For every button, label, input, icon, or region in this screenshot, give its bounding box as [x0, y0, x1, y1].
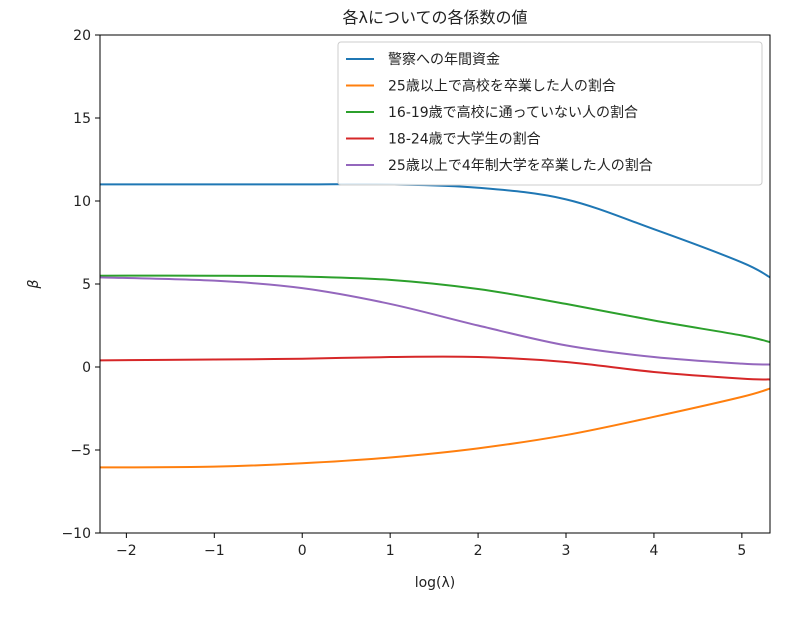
- legend-label-2: 16-19歳で高校に通っていない人の割合: [388, 104, 638, 121]
- x-tick-label: 1: [386, 543, 395, 559]
- chart-title: 各λについての各係数の値: [343, 8, 528, 27]
- series-line-1: [99, 387, 771, 469]
- x-tick-label: −2: [116, 543, 137, 559]
- series-line-0: [99, 183, 771, 279]
- x-axis-label: log(λ): [415, 575, 456, 591]
- x-tick-label: 0: [298, 543, 307, 559]
- legend-label-0: 警察への年間資金: [388, 51, 500, 68]
- y-tick-label: 20: [73, 28, 91, 44]
- series-line-3: [99, 355, 771, 381]
- y-tick-label: 0: [82, 360, 91, 376]
- y-tick-label: −10: [61, 526, 91, 542]
- x-tick-label: 4: [649, 543, 658, 559]
- y-tick-label: 10: [73, 194, 91, 210]
- x-axis: −2 −1 0 1 2 3 4 5: [116, 533, 746, 559]
- series-lines: [99, 183, 771, 469]
- y-tick-label: 15: [73, 111, 91, 127]
- legend-box: [337, 41, 763, 186]
- y-axis-label: β: [26, 279, 42, 289]
- y-tick-label: 5: [82, 277, 91, 293]
- legend-label-1: 25歳以上で高校を卒業した人の割合: [388, 78, 616, 95]
- y-axis: −10 −5 0 5 10 15 20: [61, 28, 100, 542]
- x-tick-label: 3: [562, 543, 571, 559]
- series-line-2: [99, 274, 771, 344]
- y-tick-label: −5: [70, 443, 91, 459]
- legend-label-3: 18-24歳で大学生の割合: [388, 131, 541, 148]
- x-tick-label: −1: [204, 543, 225, 559]
- x-tick-label: 5: [737, 543, 746, 559]
- x-tick-label: 2: [474, 543, 483, 559]
- legend: 警察への年間資金 25歳以上で高校を卒業した人の割合 16-19歳で高校に通っていな…: [337, 41, 763, 186]
- series-line-4: [99, 276, 771, 366]
- legend-label-4: 25歳以上で4年制大学を卒業した人の割合: [388, 157, 653, 174]
